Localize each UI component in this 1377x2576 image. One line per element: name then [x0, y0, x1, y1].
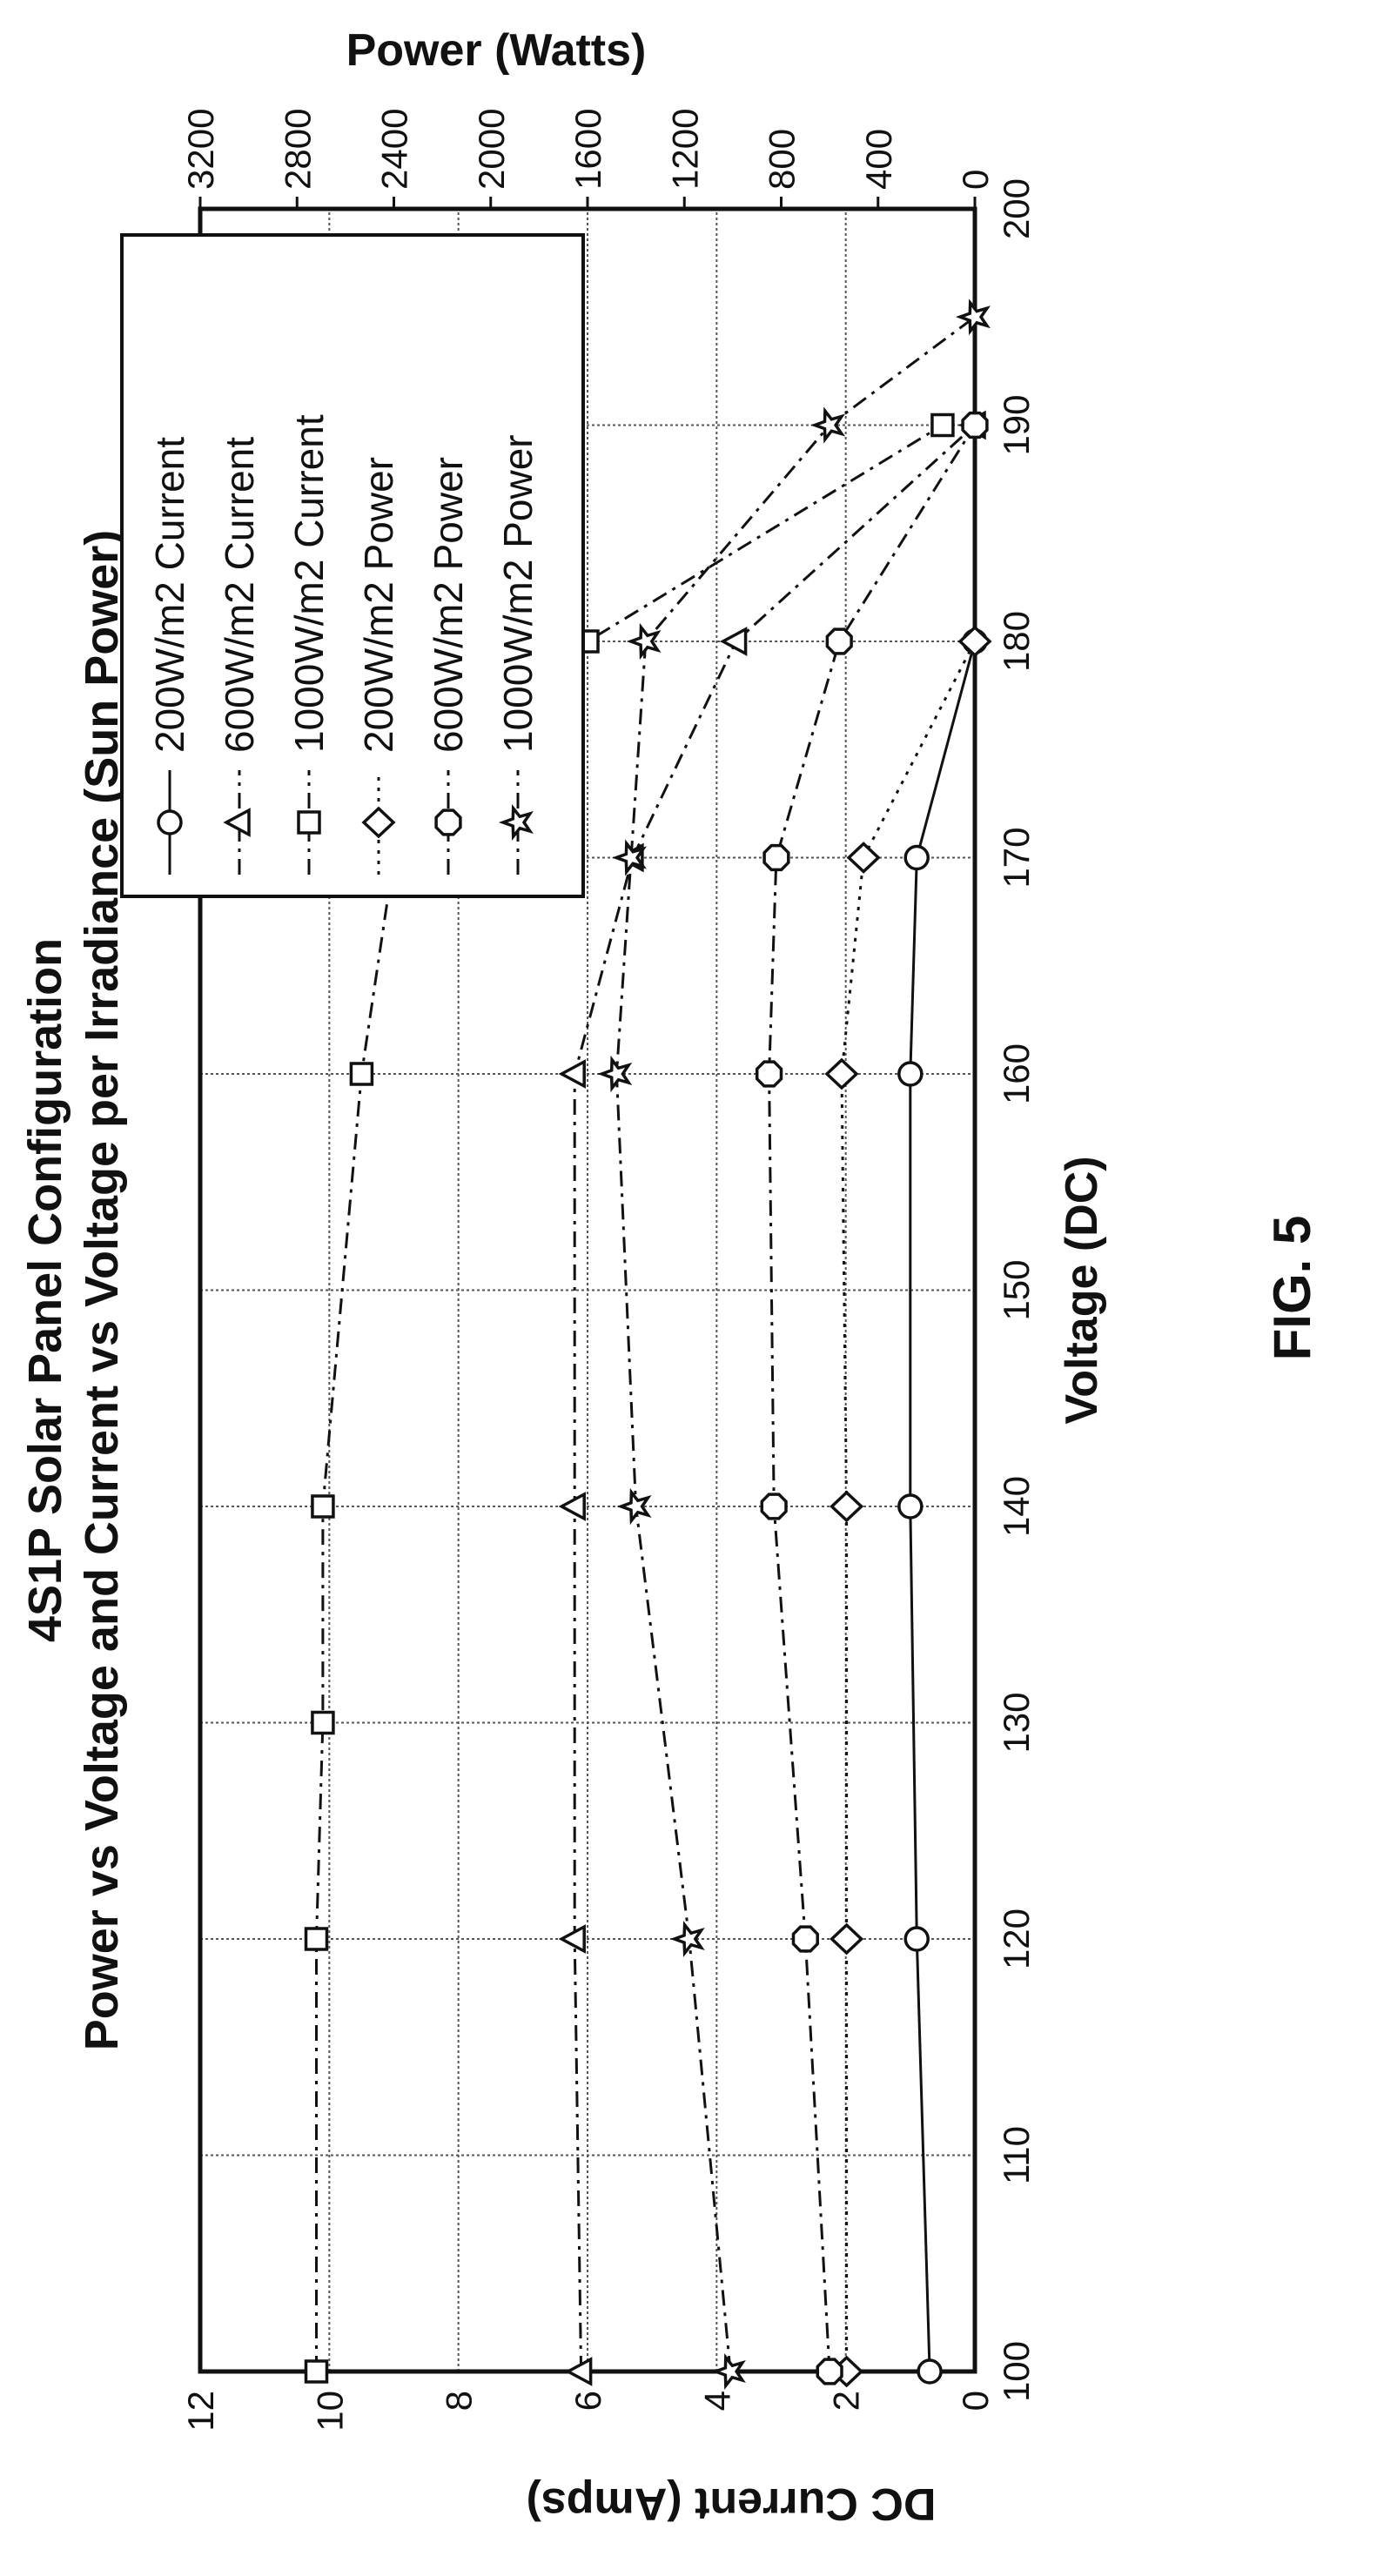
data-point-series-2: [719, 627, 748, 656]
data-point-series-5: [825, 627, 853, 655]
data-point-series-5: [762, 843, 790, 872]
x-tick-label: 150: [996, 1259, 1037, 1320]
data-point-series-6: [611, 839, 647, 876]
data-point-series-6: [597, 1055, 633, 1093]
data-point-series-3: [930, 413, 955, 438]
legend: 200W/m2 Current 600W/m2 Current 1000W/m2 C…: [120, 233, 585, 898]
data-point-series-5: [755, 1060, 783, 1088]
data-point-series-3: [349, 1062, 374, 1086]
data-point-series-4: [830, 1490, 864, 1523]
legend-label: 600W/m2 Power: [426, 457, 471, 753]
x-tick-label: 200: [996, 178, 1037, 239]
data-point-series-4: [846, 842, 881, 874]
data-point-series-6: [626, 622, 662, 661]
y2-tick-label: 0: [955, 170, 996, 190]
data-point-series-1: [903, 844, 930, 871]
data-point-series-4: [830, 1922, 864, 1955]
series-line-2: [573, 424, 977, 2372]
legend-label: 600W/m2 Current: [217, 437, 262, 753]
data-point-series-5: [961, 411, 989, 439]
data-point-series-3: [304, 1927, 329, 1951]
x-tick-label: 170: [996, 827, 1037, 888]
chart-subtitle: Power vs Voltage and Current vs Voltage …: [76, 530, 128, 2050]
chart-title: 4S1P Solar Panel Configuration: [19, 938, 71, 1642]
x-tick-label: 110: [996, 2126, 1037, 2184]
series-line-5: [768, 424, 977, 2372]
legend-marker: [361, 806, 396, 839]
y2-tick-label: 800: [762, 129, 803, 190]
legend-label: 200W/m2 Current: [147, 437, 192, 753]
data-point-series-2: [558, 1059, 586, 1089]
legend-marker: [498, 803, 534, 842]
y2-tick-label: 400: [858, 129, 899, 190]
x-axis-title: Voltage (DC): [1057, 1156, 1107, 1424]
data-point-series-6: [809, 406, 846, 444]
x-tick-label: 100: [996, 2341, 1037, 2402]
data-point-series-5: [791, 1925, 819, 1953]
data-point-series-3: [311, 1494, 335, 1519]
data-point-series-5: [760, 1493, 788, 1520]
data-point-series-6: [616, 1487, 652, 1526]
y2-tick-label: 3200: [180, 109, 221, 190]
data-point-series-6: [710, 2352, 746, 2391]
legend-label: 1000W/m2 Current: [286, 414, 332, 753]
y-tick-label: 12: [180, 2391, 221, 2432]
y-tick-label: 2: [826, 2391, 867, 2411]
data-point-series-6: [669, 1920, 705, 1958]
y-tick-label: 0: [955, 2391, 996, 2411]
legend-marker: [297, 810, 321, 835]
series-line-1: [909, 641, 977, 2372]
x-tick-label: 130: [996, 1692, 1037, 1753]
x-tick-label: 190: [996, 394, 1037, 455]
y-axis-title: DC Current (Amps): [527, 2479, 937, 2529]
y2-axis-title: Power (Watts): [346, 25, 647, 76]
x-tick-label: 180: [996, 611, 1037, 672]
legend-box: [120, 233, 585, 898]
x-tick-label: 140: [996, 1476, 1037, 1537]
data-point-series-2: [564, 2357, 593, 2386]
legend-marker: [157, 809, 183, 835]
y-tick-label: 6: [568, 2391, 608, 2411]
data-point-series-3: [311, 1710, 335, 1735]
data-point-series-1: [903, 1926, 930, 1952]
y-tick-label: 4: [696, 2391, 737, 2411]
legend-marker: [223, 808, 251, 837]
y2-tick-label: 1200: [664, 109, 705, 190]
y2-tick-label: 2000: [471, 109, 512, 190]
y-tick-label: 10: [309, 2391, 350, 2432]
data-point-series-5: [816, 2358, 843, 2385]
data-point-series-2: [558, 1924, 586, 1954]
data-point-series-1: [917, 2358, 943, 2385]
y2-tick-label: 2400: [374, 109, 415, 190]
legend-label: 1000W/m2 Power: [495, 434, 541, 753]
legend-label: 200W/m2 Power: [356, 457, 401, 753]
axes: 1001101201301401501601701801902000246810…: [180, 109, 1037, 2432]
y2-tick-label: 2800: [277, 109, 318, 190]
legend-marker: [434, 808, 462, 836]
series-line-6: [615, 315, 976, 2372]
data-point-series-3: [304, 2359, 329, 2384]
data-point-series-1: [897, 1493, 924, 1519]
y2-tick-label: 1600: [568, 109, 608, 190]
x-tick-label: 120: [996, 1909, 1037, 1969]
data-point-series-4: [957, 625, 992, 658]
x-tick-label: 160: [996, 1043, 1037, 1104]
data-point-series-4: [824, 1057, 859, 1090]
y-tick-label: 8: [439, 2391, 480, 2411]
figure-label: FIG. 5: [1263, 1216, 1321, 1361]
data-point-series-2: [558, 1492, 586, 1521]
data-point-series-6: [955, 299, 991, 336]
data-point-series-1: [897, 1061, 924, 1087]
